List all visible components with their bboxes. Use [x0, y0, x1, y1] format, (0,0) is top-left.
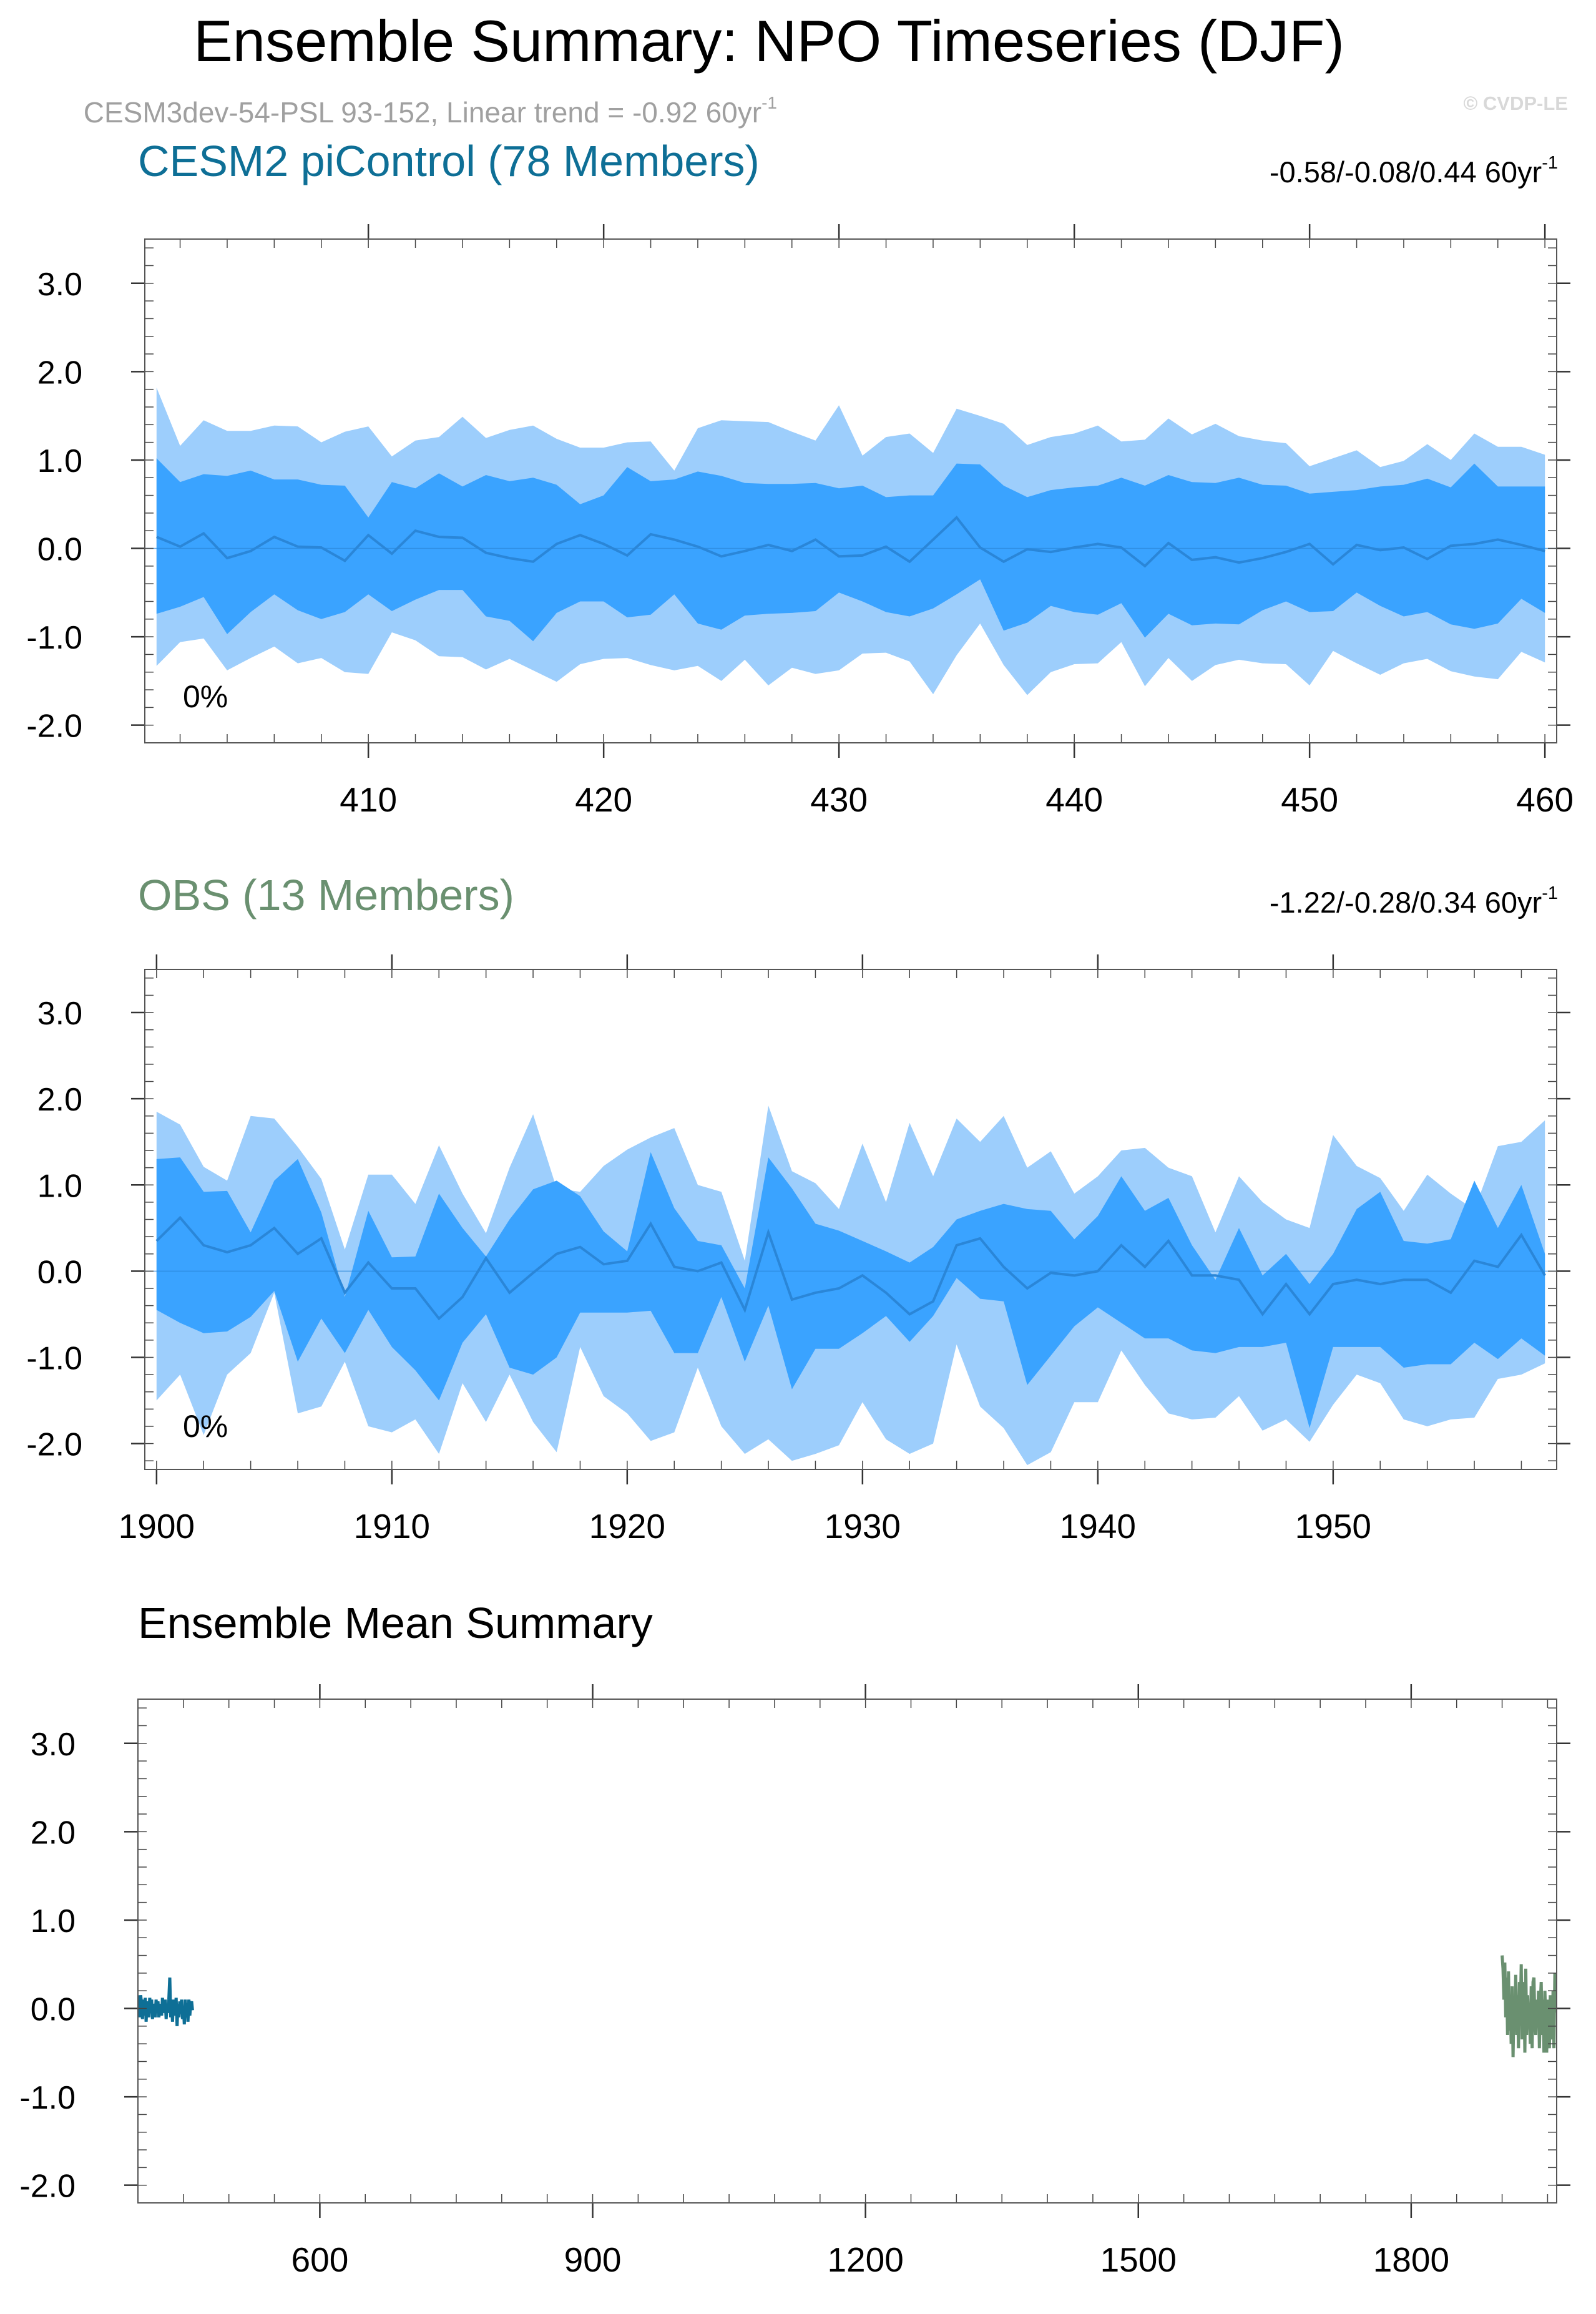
- panel-cesm2-picontrol: CESM2 piControl (78 Members) -0.58/-0.08…: [26, 137, 1574, 819]
- panel1-band-25-75: [156, 458, 1545, 642]
- panel3-frame: [137, 1699, 1557, 2204]
- panel3-ytick-label: 3.0: [31, 1727, 76, 1763]
- panel1-plot-area: 3.0 2.0 1.0 0.0 -1.0 -2.0 410 420 430 440 450 460: [26, 224, 1574, 819]
- panel2-ytick-label: -1.0: [26, 1340, 82, 1376]
- panel3-xtick-label: 1200: [827, 2240, 903, 2279]
- panel3-title: Ensemble Mean Summary: [138, 1599, 653, 1647]
- panel1-median-line: [156, 516, 1545, 568]
- panel3-series-line-obs: [1501, 1955, 1557, 2057]
- panel2-xtick-label: 1950: [1295, 1507, 1371, 1546]
- panel3-xtick-label: 1800: [1373, 2240, 1449, 2279]
- panel3-plot-area: 3.0 2.0 1.0 0.0 -1.0 -2.0 600 900 1200 1500 1800: [19, 1684, 1570, 2279]
- panel3-xtick-label: 600: [291, 2240, 349, 2279]
- panel3-series-line-model: [137, 1977, 194, 2026]
- panel3-xtick-label: 900: [564, 2240, 622, 2279]
- panel2-xtick-label: 1940: [1060, 1507, 1136, 1546]
- panel2-ytick-label: 3.0: [37, 996, 82, 1032]
- panel1-title: CESM2 piControl (78 Members): [138, 137, 760, 185]
- panel2-xtick-label: 1920: [589, 1507, 665, 1546]
- panel2-xtick-label: 1930: [825, 1507, 901, 1546]
- copyright-label: © CVDP-LE: [1463, 92, 1568, 114]
- panel1-frame: [144, 238, 1557, 743]
- panel2-band-25-75: [156, 1152, 1545, 1428]
- panel1-xtick-label: 450: [1281, 780, 1338, 819]
- panel1-ytick-label: 3.0: [37, 267, 82, 303]
- panel1-percent-label: 0%: [183, 679, 228, 714]
- panel2-title: OBS (13 Members): [138, 871, 514, 919]
- panel1-xtick-label: 410: [340, 780, 397, 819]
- figure-subtitle: CESM3dev-54-PSL 93-152, Linear trend = -…: [84, 93, 777, 129]
- panel2-ytick-label: 2.0: [37, 1082, 82, 1118]
- panel3-ytick-label: 0.0: [31, 1992, 76, 2028]
- panel-obs: OBS (13 Members) -1.22/-0.28/0.34 60yr-1…: [26, 871, 1570, 1546]
- panel1-ytick-label: 1.0: [37, 443, 82, 479]
- panel3-ytick-label: 1.0: [31, 1903, 76, 1939]
- panel3-xtick-label: 1500: [1100, 2240, 1177, 2279]
- panel2-ytick-label: 1.0: [37, 1168, 82, 1204]
- panel2-median-line: [155, 1215, 1546, 1321]
- panel1-ytick-label: -1.0: [26, 620, 82, 656]
- panel1-ytick-label: -2.0: [26, 708, 82, 745]
- panel2-xtick-label: 1910: [354, 1507, 430, 1546]
- panel1-ytick-label: 2.0: [37, 355, 82, 391]
- figure-title: Ensemble Summary: NPO Timeseries (DJF): [193, 8, 1344, 74]
- panel2-trend-label: -1.22/-0.28/0.34 60yr-1: [1270, 883, 1558, 919]
- panel1-xtick-label: 460: [1516, 780, 1574, 819]
- panel2-percent-label: 0%: [183, 1409, 228, 1444]
- panel2-frame: [144, 969, 1557, 1470]
- panel1-xtick-label: 430: [810, 780, 868, 819]
- panel1-xtick-label: 440: [1045, 780, 1103, 819]
- panel1-xtick-label: 420: [575, 780, 632, 819]
- panel-ensemble-mean: Ensemble Mean Summary 3.0 2.0 1.0 0.0 -1.0 -2…: [19, 1599, 1570, 2279]
- panel2-ytick-label: 0.0: [37, 1254, 82, 1290]
- panel3-ytick-label: -1.0: [19, 2080, 76, 2116]
- panel2-xtick-label: 1900: [119, 1507, 195, 1546]
- panel1-trend-label: -0.58/-0.08/0.44 60yr-1: [1270, 153, 1558, 189]
- panel3-ytick-label: 2.0: [31, 1815, 76, 1851]
- panel2-ytick-label: -2.0: [26, 1427, 82, 1463]
- panel3-ytick-label: -2.0: [19, 2169, 76, 2205]
- panel2-plot-area: 3.0 2.0 1.0 0.0 -1.0 -2.0 1900 1910 1920 1930 1940…: [26, 954, 1570, 1546]
- panel1-ytick-label: 0.0: [37, 532, 82, 568]
